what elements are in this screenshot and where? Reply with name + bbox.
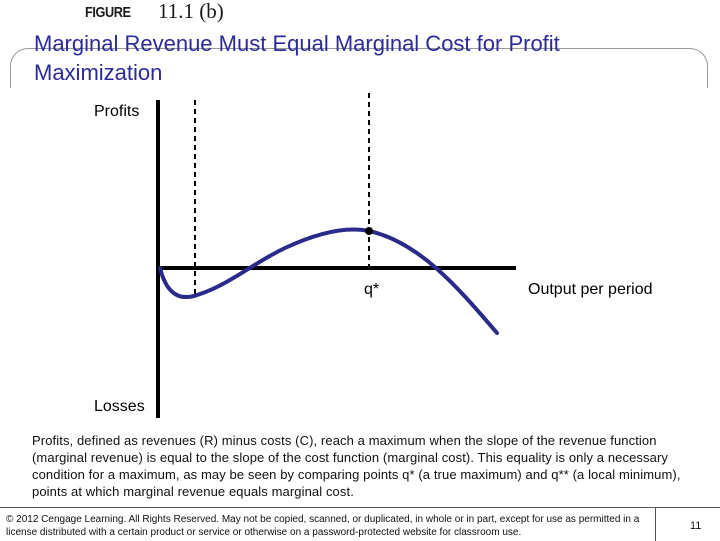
x-axis-label: Output per period [528, 281, 653, 298]
profit-curve [158, 227, 499, 335]
footer: © 2012 Cengage Learning. All Rights Rese… [0, 507, 720, 541]
footer-divider [655, 508, 656, 541]
losses-label: Losses [94, 398, 145, 415]
copyright-notice: © 2012 Cengage Learning. All Rights Rese… [6, 514, 640, 538]
figure-caption: Profits, defined as revenues (R) minus c… [32, 433, 681, 499]
profits-label: Profits [94, 103, 140, 120]
figure-label: FIGURE [85, 4, 131, 21]
q-star-label: q* [364, 281, 380, 298]
page-number: 11 [690, 520, 702, 532]
slide-title: Marginal Revenue Must Equal Marginal Cos… [34, 31, 560, 85]
max-point-marker [365, 227, 373, 235]
title-border [10, 48, 708, 88]
figure-number: 11.1 (b) [158, 0, 224, 23]
